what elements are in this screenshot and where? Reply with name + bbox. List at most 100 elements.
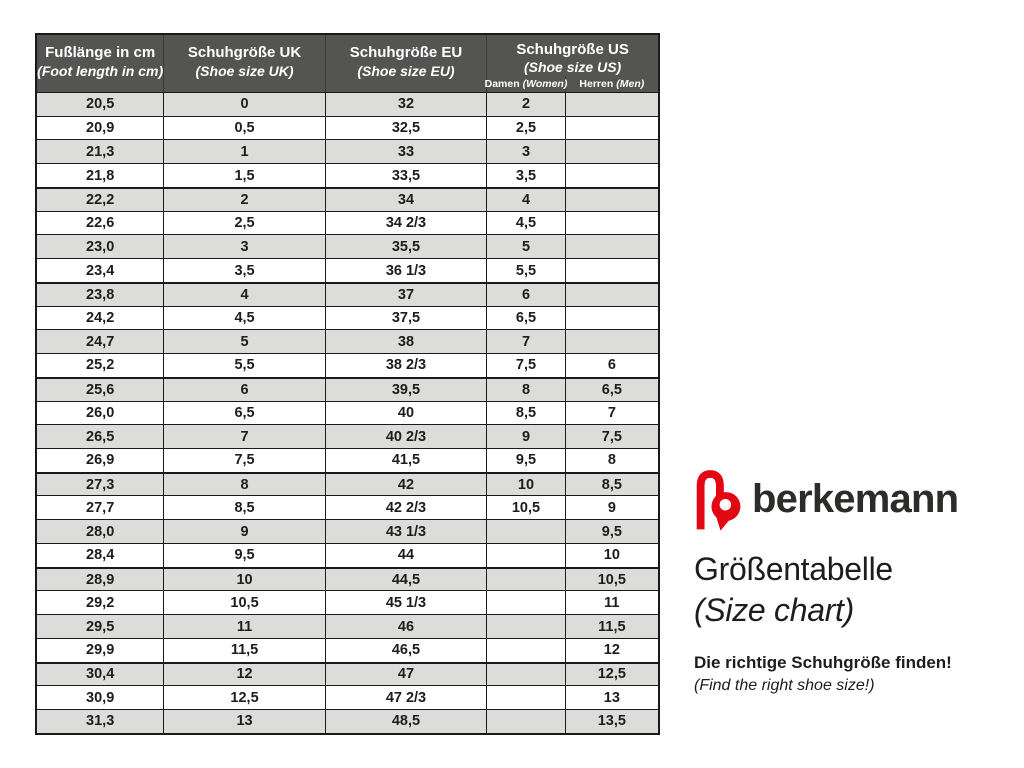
cell-us-women: 3,5 — [487, 164, 566, 187]
cell-us-women — [487, 543, 566, 567]
tagline: Die richtige Schuhgröße finden! — [694, 653, 952, 673]
cell-us-men — [566, 212, 658, 235]
panel-title: Größentabelle — [694, 551, 893, 587]
header-uk-en: (Shoe size UK) — [195, 63, 294, 80]
cell-foot-length: 30,9 — [37, 686, 165, 710]
table-row: 23,8 4 37 6 — [37, 281, 658, 306]
cell-us-women — [487, 568, 566, 591]
cell-us-men — [566, 235, 658, 258]
cell-uk: 7,5 — [164, 449, 326, 472]
cell-eu: 42 2/3 — [326, 496, 488, 520]
cell-foot-length: 28,4 — [37, 543, 165, 567]
cell-us-men: 7,5 — [601, 428, 622, 445]
cell-us-women: 10,5 — [487, 496, 566, 520]
cell-us-men — [566, 117, 658, 140]
cell-eu: 32,5 — [326, 116, 488, 140]
table-row: 28,0 9 43 1/3 9,5 — [37, 519, 658, 543]
cell-us-women: 6 — [487, 283, 566, 306]
cell-eu: 37,5 — [326, 306, 488, 330]
cell-uk: 2,5 — [164, 211, 326, 235]
cell-foot-length: 31,3 — [37, 710, 165, 733]
table-row: 28,9 10 44,5 10,5 — [37, 566, 658, 591]
table-row: 29,5 11 46 11,5 — [37, 614, 658, 638]
cell-foot-length: 26,0 — [37, 401, 165, 425]
table-row: 25,2 5,5 38 2/3 7,5 6 — [37, 353, 658, 377]
header-us-men: Herren (Men) — [566, 76, 658, 92]
cell-foot-length: 24,7 — [37, 330, 165, 354]
cell-us-women — [487, 615, 566, 638]
cell-eu: 43 1/3 — [326, 520, 488, 543]
brand-name: berkemann — [752, 476, 959, 521]
cell-eu: 40 — [326, 401, 488, 425]
cell-uk: 10 — [164, 568, 326, 591]
berkemann-logo-icon — [696, 470, 741, 531]
header-us: Schuhgröße US (Shoe size US) — [487, 35, 658, 76]
cell-us-women: 5 — [487, 235, 566, 259]
cell-eu: 48,5 — [326, 710, 488, 733]
size-table: Fußlänge in cm (Foot length in cm) Schuh… — [35, 33, 660, 735]
cell-uk: 12 — [164, 663, 326, 686]
table-row: 26,5 7 40 2/3 9 7,5 — [37, 424, 658, 449]
cell-uk: 5 — [164, 330, 326, 354]
cell-eu: 44 — [326, 543, 488, 567]
cell-us-women: 6,5 — [487, 306, 566, 330]
table-row: 29,2 10,5 45 1/3 11 — [37, 590, 658, 615]
cell-us-men — [566, 164, 658, 187]
table-row: 27,3 8 42 10 8,5 — [37, 471, 658, 496]
header-us-women-de: Damen — [484, 78, 520, 90]
table-row: 26,9 7,5 41,5 9,5 8 — [37, 448, 658, 472]
table-row: 26,0 6,5 40 8,5 7 — [37, 400, 658, 425]
cell-eu: 33,5 — [326, 164, 488, 187]
table-row: 30,9 12,5 47 2/3 13 — [37, 685, 658, 710]
cell-us-women: 8,5 — [487, 401, 566, 425]
cell-uk: 9,5 — [164, 543, 326, 567]
cell-eu: 44,5 — [326, 568, 488, 591]
cell-eu: 39,5 — [326, 378, 488, 401]
cell-us-men: 9 — [607, 499, 616, 516]
cell-us-women: 2,5 — [487, 116, 566, 140]
cell-us-men: 7 — [607, 404, 616, 421]
cell-us-women: 9 — [487, 425, 566, 449]
cell-eu: 36 1/3 — [326, 259, 488, 282]
cell-foot-length: 28,0 — [37, 520, 165, 543]
cell-foot-length: 20,9 — [37, 116, 165, 140]
cell-eu: 41,5 — [326, 449, 488, 472]
cell-uk: 1,5 — [164, 164, 326, 187]
table-row: 27,7 8,5 42 2/3 10,5 9 — [37, 495, 658, 520]
cell-foot-length: 24,2 — [37, 306, 165, 330]
cell-us-men — [566, 140, 658, 163]
cell-uk: 11 — [164, 615, 326, 638]
cell-us-men: 10 — [603, 547, 620, 564]
cell-us-men — [566, 284, 658, 306]
cell-us-women: 9,5 — [487, 449, 566, 472]
header-foot-length: Fußlänge in cm (Foot length in cm) — [37, 35, 165, 92]
table-row: 20,5 0 32 2 — [37, 92, 658, 116]
cell-foot-length: 26,9 — [37, 449, 165, 472]
cell-uk: 8 — [164, 473, 326, 496]
cell-foot-length: 23,8 — [37, 283, 165, 306]
cell-us-men — [566, 189, 658, 211]
cell-uk: 12,5 — [164, 686, 326, 710]
header-foot-length-en: (Foot length in cm) — [37, 63, 164, 80]
header-us-en: (Shoe size US) — [523, 59, 622, 76]
cell-eu: 42 — [326, 473, 488, 496]
table-row: 22,6 2,5 34 2/3 4,5 — [37, 210, 658, 235]
cell-uk: 7 — [164, 425, 326, 449]
cell-eu: 38 2/3 — [326, 354, 488, 377]
cell-us-women: 3 — [487, 140, 566, 164]
cell-uk: 9 — [164, 520, 326, 543]
cell-uk: 11,5 — [164, 638, 326, 662]
cell-us-men — [566, 93, 658, 116]
size-table-header: Fußlänge in cm (Foot length in cm) Schuh… — [37, 35, 658, 92]
cell-us-women: 8 — [487, 378, 566, 401]
header-eu-de: Schuhgröße EU — [349, 44, 463, 62]
table-row: 24,2 4,5 37,5 6,5 — [37, 305, 658, 330]
cell-us-men — [566, 307, 658, 330]
cell-us-women — [487, 638, 566, 662]
header-us-de: Schuhgröße US — [516, 41, 629, 59]
table-row: 24,7 5 38 7 — [37, 329, 658, 354]
cell-eu: 38 — [326, 330, 488, 354]
cell-uk: 0,5 — [164, 116, 326, 140]
table-row: 22,2 2 34 4 — [37, 186, 658, 211]
cell-uk: 6 — [164, 378, 326, 401]
